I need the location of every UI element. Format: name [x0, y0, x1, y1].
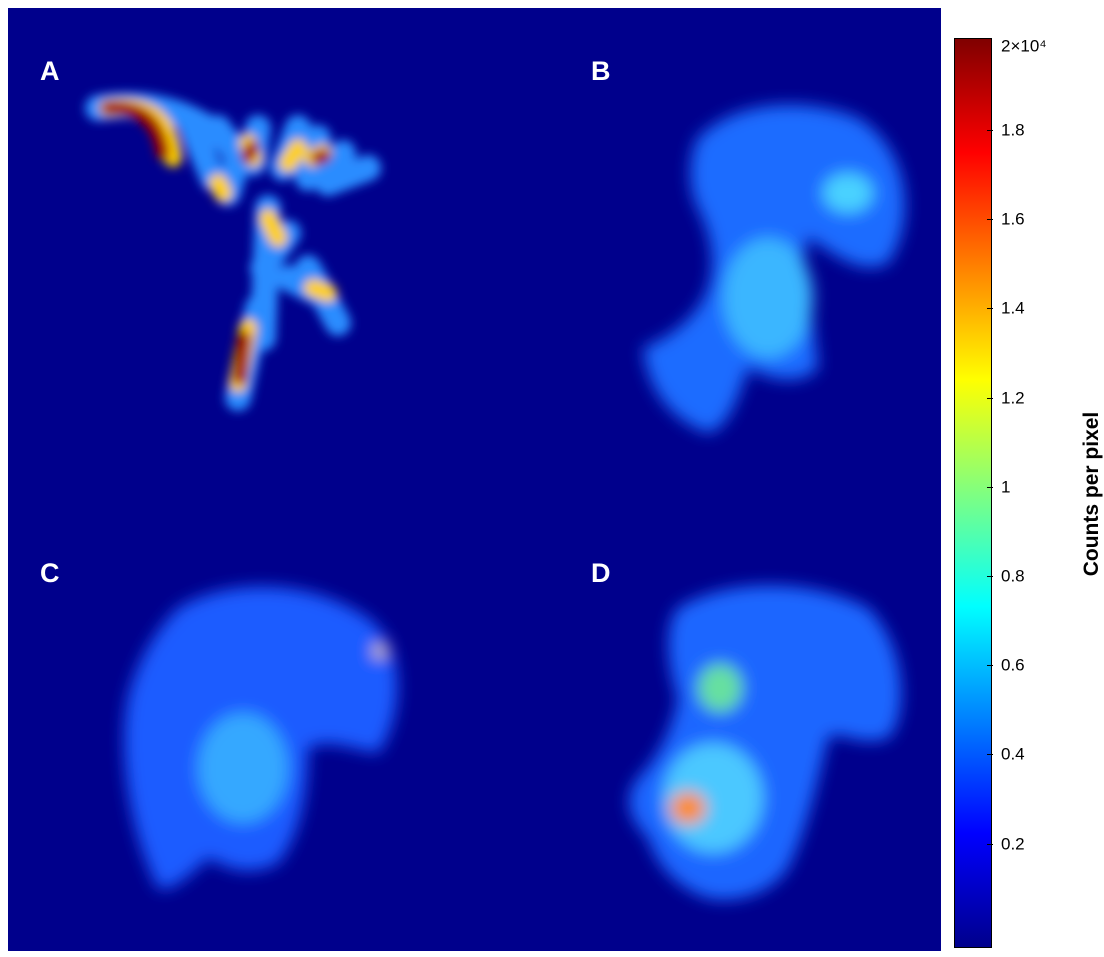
colorbar-tick-label: 0.8 [1001, 566, 1025, 586]
colorbar-max-label: 2×10⁴ [1001, 36, 1047, 56]
colorbar-tick-label: 0.2 [1001, 834, 1025, 854]
colorbar-tick-mark [987, 754, 993, 756]
panel-a-image [85, 92, 381, 411]
panel-label-d: D [591, 558, 611, 588]
colorbar-tick-label: 1 [1001, 477, 1011, 497]
panel-label-b: B [591, 56, 611, 86]
colorbar-tick-mark [987, 397, 993, 399]
colorbar-tick-mark [987, 665, 993, 667]
panel-images [85, 92, 905, 900]
panel-c-image [124, 586, 398, 889]
colorbar-tick-mark [987, 843, 993, 845]
colorbar-tick-mark [987, 576, 993, 577]
colorbar-tick-label: 1.2 [1001, 388, 1025, 408]
panel-d-image [629, 585, 902, 900]
scintigraphy-image-grid: A B C D [8, 8, 941, 951]
colorbar-tick-mark [987, 219, 993, 221]
colorbar-tick-label: 0.6 [1001, 655, 1025, 675]
colorbar-tick-mark [987, 486, 993, 488]
colorbar-tick-label: 0.4 [1001, 744, 1025, 764]
colorbar [954, 38, 992, 948]
colorbar-tick-label: 1.4 [1001, 298, 1025, 318]
panel-b-image [643, 104, 905, 433]
panel-label-c: C [40, 558, 60, 588]
colorbar-tick-mark [987, 308, 993, 310]
panel-label-a: A [40, 56, 60, 86]
colorbar-tick-mark [987, 130, 993, 131]
colorbar-tick-label: 1.8 [1001, 120, 1025, 140]
colorbar-title: Counts per pixel [1080, 411, 1103, 577]
colorbar-tick-label: 1.6 [1001, 209, 1025, 229]
